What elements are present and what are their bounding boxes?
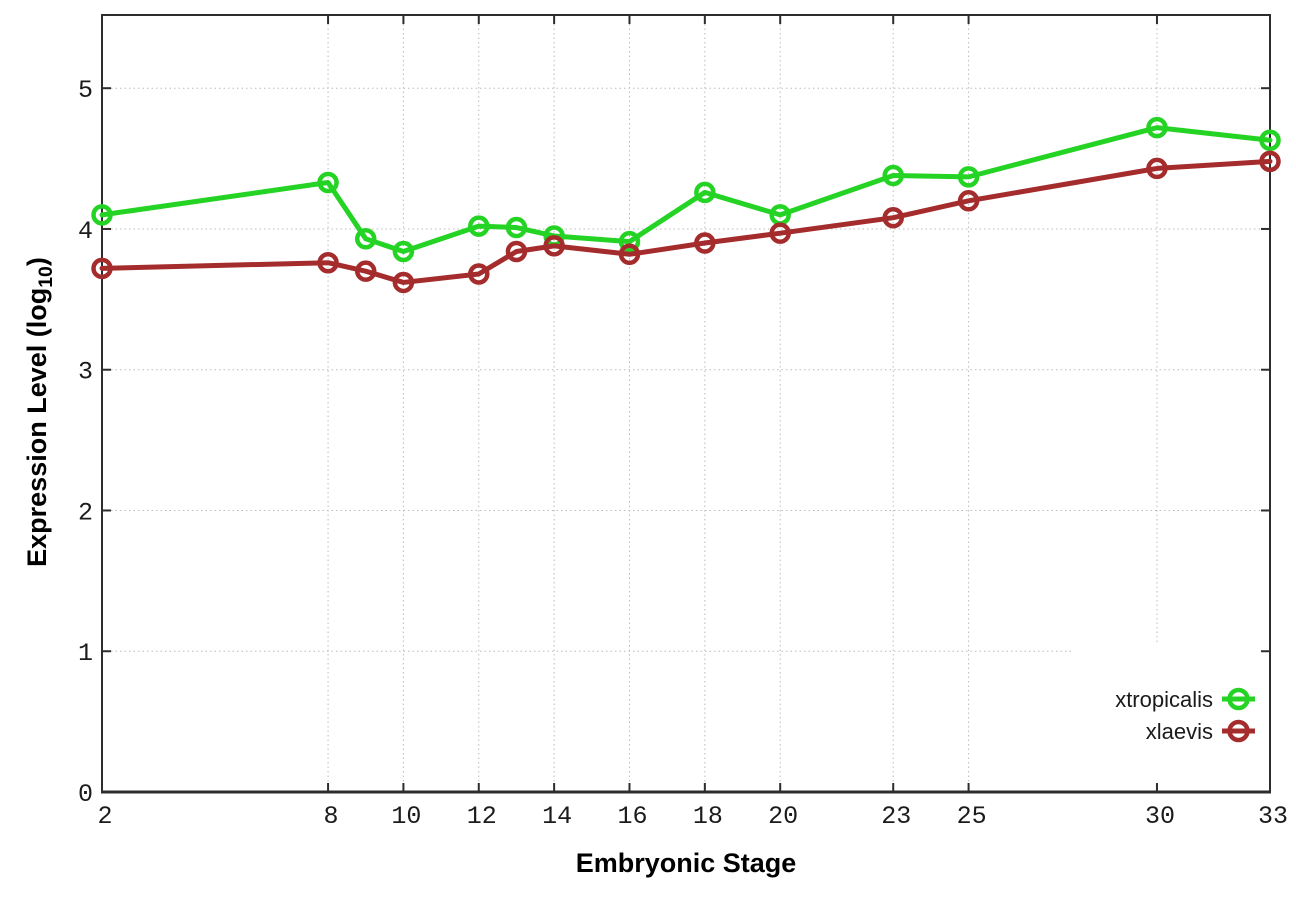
legend-sample-marker-xtropicalis [1227, 687, 1250, 711]
data-point-xlaevis [354, 260, 377, 282]
y-tick-label: 1 [78, 639, 93, 668]
x-tick-label: 16 [617, 802, 647, 831]
y-axis-title-suffix: ) [21, 257, 52, 267]
y-tick-label: 2 [78, 498, 93, 527]
data-point-xtropicalis [1146, 116, 1168, 139]
x-tick-label: 20 [768, 802, 798, 831]
data-point-xtropicalis [505, 216, 528, 239]
data-point-xtropicalis [618, 230, 641, 253]
x-tick-label: 2 [97, 802, 112, 831]
data-point-xlaevis [91, 257, 113, 280]
data-point-xlaevis [957, 190, 980, 212]
x-axis-title: Embryonic Stage [575, 848, 797, 878]
y-tick-label: 5 [78, 76, 93, 105]
data-point-xlaevis [769, 222, 791, 244]
data-point-xlaevis [694, 232, 716, 254]
data-point-xlaevis [882, 206, 904, 229]
y-axis-title: Expression Level (log10) [22, 257, 58, 567]
y-tick-label: 4 [78, 217, 93, 246]
legend-label-xtropicalis: xtropicalis [1115, 687, 1213, 712]
data-point-xtropicalis [392, 240, 415, 263]
x-tick-label: 33 [1258, 802, 1288, 831]
data-point-xtropicalis [91, 204, 113, 226]
data-point-xlaevis [1146, 157, 1168, 180]
data-point-xlaevis [392, 271, 415, 294]
data-point-xtropicalis [694, 181, 716, 204]
data-point-xlaevis [618, 243, 641, 266]
data-point-xtropicalis [1259, 129, 1281, 152]
data-point-xlaevis [317, 251, 339, 274]
data-point-xlaevis [543, 235, 565, 257]
x-tick-label: 23 [881, 802, 911, 831]
data-point-xlaevis [468, 263, 490, 285]
legend-box [1071, 644, 1267, 790]
data-point-xtropicalis [468, 215, 490, 237]
data-point-xtropicalis [957, 166, 980, 188]
series-line-xlaevis [99, 158, 1273, 285]
legend-sample-marker-xlaevis [1227, 719, 1250, 743]
series-line-xtropicalis [99, 125, 1273, 254]
x-tick-label: 25 [957, 802, 987, 831]
data-point-xtropicalis [882, 164, 904, 187]
y-axis-title-text: Expression Level (log [21, 287, 52, 567]
x-tick-label: 10 [391, 802, 421, 831]
y-axis-title-subscript: 10 [35, 266, 58, 288]
x-tick-label: 30 [1145, 802, 1175, 831]
x-tick-label: 8 [324, 802, 339, 831]
data-point-xtropicalis [317, 171, 339, 194]
legend-label-xlaevis: xlaevis [1146, 719, 1213, 744]
y-tick-label: 0 [78, 780, 93, 809]
y-tick-label: 3 [78, 358, 93, 387]
data-point-xtropicalis [354, 228, 377, 250]
x-tick-label: 12 [467, 802, 497, 831]
x-tick-label: 14 [542, 802, 572, 831]
data-point-xlaevis [1259, 150, 1281, 173]
data-point-xlaevis [505, 240, 528, 263]
x-tick-label: 18 [693, 802, 723, 831]
